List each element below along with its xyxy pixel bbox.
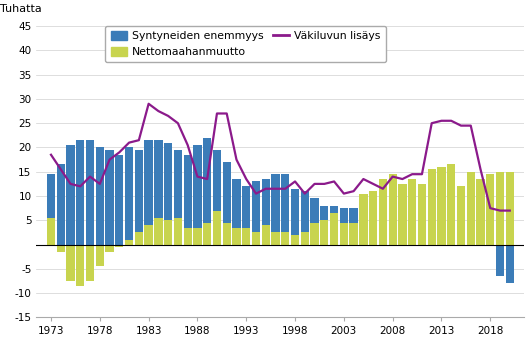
Bar <box>398 184 407 245</box>
Bar <box>359 198 367 245</box>
Bar <box>203 223 211 245</box>
Bar <box>95 147 104 245</box>
Bar <box>369 191 377 245</box>
Bar <box>242 227 250 245</box>
Legend: Syntyneiden enemmyys, Nettomaahanmuutto, Väkiluvun lisäys: Syntyneiden enemmyys, Nettomaahanmuutto,… <box>105 26 386 62</box>
Bar <box>457 186 465 245</box>
Bar <box>437 213 446 245</box>
Bar <box>291 235 299 245</box>
Bar <box>379 179 387 245</box>
Bar <box>115 245 123 247</box>
Bar <box>174 218 182 245</box>
Bar <box>183 155 192 245</box>
Bar <box>506 245 514 284</box>
Bar <box>320 206 329 245</box>
Bar <box>320 220 329 245</box>
Bar <box>379 198 387 245</box>
Bar <box>125 147 133 245</box>
Bar <box>213 211 221 245</box>
Bar <box>428 169 436 245</box>
Bar <box>466 220 475 245</box>
Bar <box>66 245 75 281</box>
Bar <box>193 227 201 245</box>
Bar <box>252 182 260 245</box>
Bar <box>359 194 367 245</box>
Bar <box>135 233 143 245</box>
Bar <box>223 162 231 245</box>
Bar <box>369 198 377 245</box>
Bar <box>291 189 299 245</box>
Bar <box>232 179 241 245</box>
Bar <box>223 223 231 245</box>
Bar <box>301 233 309 245</box>
Bar <box>57 245 65 252</box>
Bar <box>125 240 133 245</box>
Bar <box>47 218 55 245</box>
Bar <box>145 225 153 245</box>
Bar <box>408 179 417 245</box>
Bar <box>154 140 163 245</box>
Bar <box>174 150 182 245</box>
Bar <box>466 172 475 245</box>
Bar <box>418 198 426 245</box>
Bar <box>349 208 358 245</box>
Bar <box>340 208 348 245</box>
Bar <box>506 172 514 245</box>
Bar <box>86 245 94 281</box>
Bar <box>281 233 289 245</box>
Bar <box>457 218 465 245</box>
Bar <box>86 140 94 245</box>
Bar <box>408 191 417 245</box>
Bar <box>486 174 494 245</box>
Bar <box>242 186 250 245</box>
Bar <box>183 227 192 245</box>
Bar <box>135 150 143 245</box>
Text: Tuhatta: Tuhatta <box>0 4 41 14</box>
Bar <box>476 235 484 245</box>
Bar <box>213 150 221 245</box>
Bar <box>349 223 358 245</box>
Bar <box>262 225 270 245</box>
Bar <box>281 174 289 245</box>
Bar <box>232 227 241 245</box>
Bar <box>271 233 280 245</box>
Bar <box>203 138 211 245</box>
Bar <box>330 206 338 245</box>
Bar <box>398 191 407 245</box>
Bar <box>388 191 397 245</box>
Bar <box>252 233 260 245</box>
Bar <box>164 143 172 245</box>
Bar <box>47 174 55 245</box>
Bar <box>164 220 172 245</box>
Bar <box>145 140 153 245</box>
Bar <box>262 179 270 245</box>
Bar <box>340 223 348 245</box>
Bar <box>476 179 484 245</box>
Bar <box>66 145 75 245</box>
Bar <box>105 245 114 252</box>
Bar <box>330 213 338 245</box>
Bar <box>486 235 494 245</box>
Bar <box>447 215 455 245</box>
Bar <box>57 165 65 245</box>
Bar <box>193 145 201 245</box>
Bar <box>154 218 163 245</box>
Bar <box>95 245 104 266</box>
Bar <box>447 165 455 245</box>
Bar <box>76 140 84 245</box>
Bar <box>105 150 114 245</box>
Bar <box>428 203 436 245</box>
Bar <box>437 167 446 245</box>
Bar <box>388 174 397 245</box>
Bar <box>115 155 123 245</box>
Bar <box>301 191 309 245</box>
Bar <box>311 223 319 245</box>
Bar <box>496 245 504 276</box>
Bar <box>76 245 84 286</box>
Bar <box>271 174 280 245</box>
Bar <box>311 198 319 245</box>
Bar <box>496 172 504 245</box>
Bar <box>418 184 426 245</box>
